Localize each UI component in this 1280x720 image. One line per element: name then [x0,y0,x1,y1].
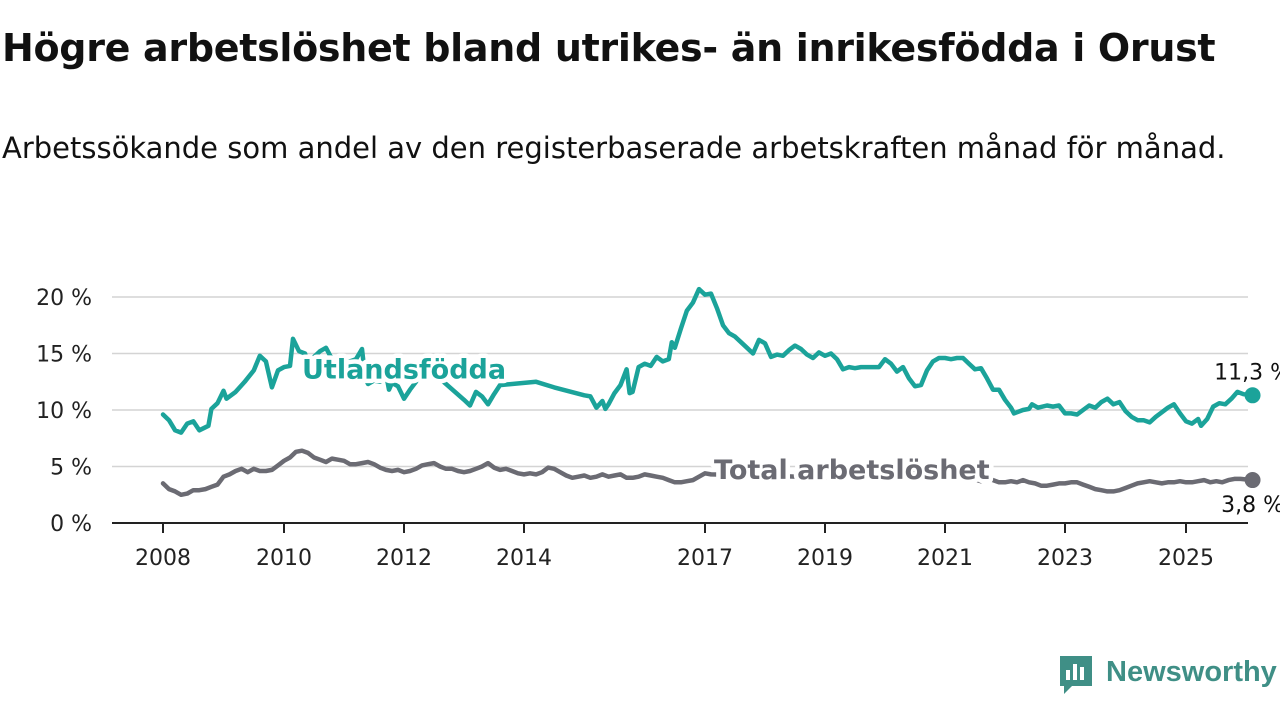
x-tick-label: 2023 [1037,546,1093,571]
newsworthy-logo-text: Newsworthy [1106,656,1277,688]
newsworthy-logo: Newsworthy [1058,654,1280,696]
x-tick-label: 2019 [797,546,853,571]
x-tick-label: 2021 [917,546,973,571]
x-tick-label: 2012 [376,546,432,571]
chart-subtitle: Arbetssökande som andel av den registerb… [2,131,1226,165]
series-label-total: Total arbetslöshet [714,455,990,486]
series-line-utlandsfodda [160,286,1255,435]
y-tick-label: 10 % [36,399,92,424]
y-tick-label: 15 % [36,343,92,368]
x-tick-label: 2014 [496,546,552,571]
series-label-utlandsfodda: Utlandsfödda [302,354,506,385]
y-tick-label: 5 % [50,456,92,481]
line-chart: 0 % 5 % 10 % 15 % 20 % 2008 2010 2012 2014 2017 20… [36,286,1280,571]
series-end-point [1244,472,1261,489]
x-tick-label: 2025 [1158,546,1214,571]
x-tick-label: 2008 [135,546,191,571]
x-tick-label: 2017 [677,546,733,571]
series-end-point [1244,387,1261,404]
series-line-total [160,448,1255,498]
newsworthy-logo-icon [1060,656,1092,694]
series-end-label: 11,3 % [1214,360,1280,385]
y-tick-label: 0 % [50,512,92,537]
series-end-label: 3,8 % [1221,493,1280,518]
chart-title: Högre arbetslöshet bland utrikes- än inr… [2,26,1216,70]
x-tick-label: 2010 [256,546,312,571]
y-tick-label: 20 % [36,286,92,311]
